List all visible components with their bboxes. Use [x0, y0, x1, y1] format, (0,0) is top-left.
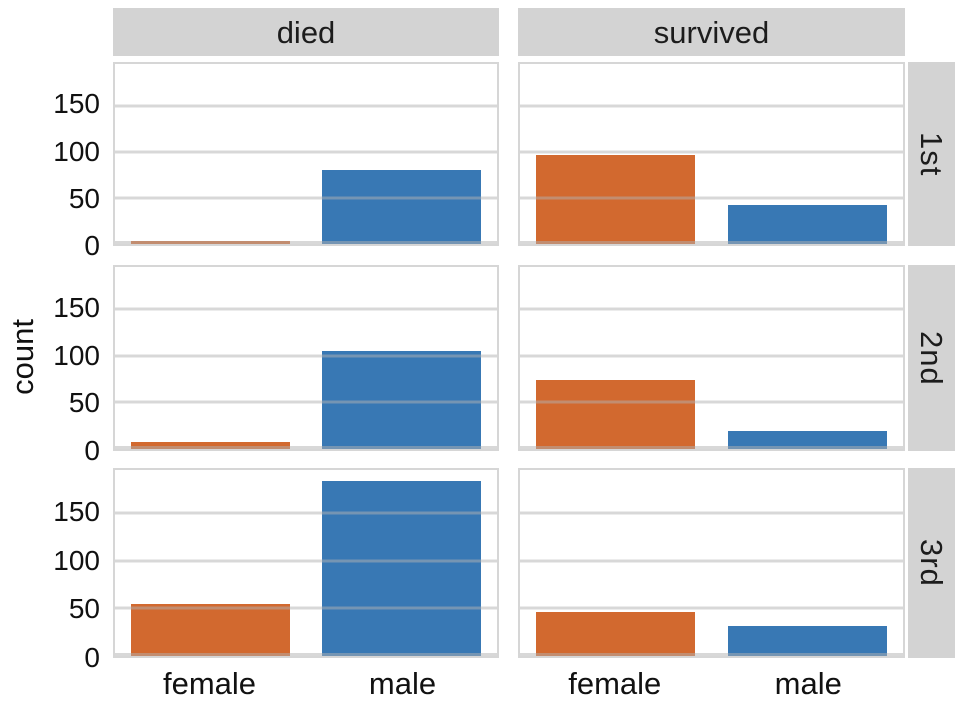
bar-female-survived-1st: [536, 155, 696, 244]
y-tick-label-100: 100: [53, 544, 100, 576]
y-tick-label-50: 50: [68, 387, 100, 419]
y-tick-label-0: 0: [84, 230, 100, 261]
facet-panel-survived-3rd: [518, 468, 905, 658]
bar-female-survived-3rd: [536, 612, 696, 656]
y-axis-ticks-row-2: 0 50 100 150: [0, 265, 113, 464]
x-tick-label-female: female: [568, 666, 662, 701]
facet-column-label: survived: [653, 14, 770, 50]
bar-slot-male: [712, 470, 904, 656]
facet-panel-survived-2nd: [518, 265, 905, 451]
facet-row-strip-2nd: 2nd: [908, 265, 955, 451]
y-tick-label-0: 0: [84, 435, 100, 466]
y-axis-title: count: [4, 319, 40, 395]
bar-male-died-3rd: [322, 480, 481, 656]
y-axis-ticks-row-1: 0 50 100 150: [0, 62, 113, 260]
bar-slot-male: [712, 64, 904, 244]
bar-area: [520, 470, 903, 656]
y-tick-label-50: 50: [68, 593, 100, 625]
facet-row-label: 3rd: [914, 539, 949, 587]
facet-row-label: 2nd: [914, 330, 949, 386]
bar-male-survived-1st: [727, 205, 887, 244]
bar-male-died-1st: [322, 170, 481, 244]
bar-male-survived-2nd: [727, 431, 887, 449]
bar-female-died-1st: [131, 241, 290, 244]
x-tick-label-male: male: [368, 666, 437, 701]
bar-area: [520, 267, 903, 449]
bar-female-died-2nd: [131, 441, 290, 449]
y-tick-label-50: 50: [68, 182, 100, 214]
facet-row-label: 1st: [914, 131, 949, 177]
bar-area: [115, 64, 497, 244]
bar-slot-male: [306, 64, 497, 244]
y-tick-label-100: 100: [53, 339, 100, 371]
bar-area: [115, 470, 497, 656]
bar-slot-female: [520, 267, 712, 449]
facet-column-label: died: [276, 14, 336, 50]
bar-male-survived-3rd: [727, 626, 887, 656]
facet-panel-died-1st: [113, 62, 499, 246]
x-axis-labels-right: female male: [518, 658, 905, 720]
bar-slot-female: [115, 64, 306, 244]
y-tick-label-150: 150: [53, 291, 100, 323]
facet-panel-died-2nd: [113, 265, 499, 451]
bar-female-died-3rd: [131, 603, 290, 656]
bar-area: [520, 64, 903, 244]
y-tick-label-150: 150: [53, 88, 100, 120]
bar-slot-male: [306, 267, 497, 449]
facet-panel-survived-1st: [518, 62, 905, 246]
bar-slot-male: [306, 470, 497, 656]
bar-slot-female: [115, 267, 306, 449]
facet-row-strip-1st: 1st: [908, 62, 955, 246]
bar-female-survived-2nd: [536, 379, 696, 449]
bar-male-died-2nd: [322, 351, 481, 449]
x-tick-label-male: male: [774, 666, 842, 701]
facet-column-strip-survived: survived: [518, 8, 905, 56]
facet-column-strip-died: died: [113, 8, 499, 56]
bar-slot-female: [115, 470, 306, 656]
facet-row-strip-3rd: 3rd: [908, 468, 955, 658]
y-axis-ticks-row-3: 0 50 100 150: [0, 468, 113, 671]
y-tick-label-100: 100: [53, 135, 100, 167]
facet-panel-died-3rd: [113, 468, 499, 658]
bar-area: [115, 267, 497, 449]
bar-slot-female: [520, 470, 712, 656]
y-tick-label-150: 150: [53, 495, 100, 527]
bar-slot-female: [520, 64, 712, 244]
x-tick-label-female: female: [162, 666, 257, 701]
y-tick-label-0: 0: [84, 642, 100, 673]
x-axis-labels-left: female male: [113, 658, 499, 720]
bar-slot-male: [712, 267, 904, 449]
